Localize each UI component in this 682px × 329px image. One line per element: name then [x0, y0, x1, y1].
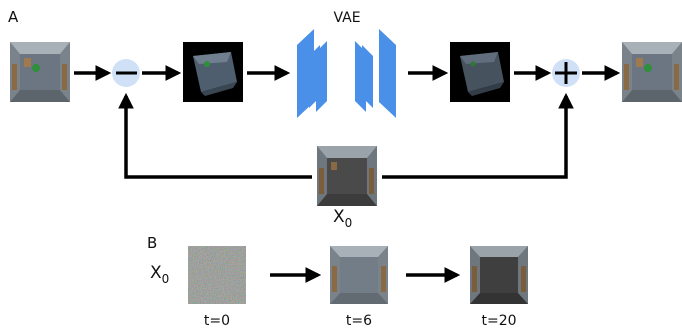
step-label-t6: t=6 — [346, 313, 372, 329]
delta-image-input — [183, 42, 243, 102]
input-room-image — [10, 42, 70, 102]
subtract-operator — [112, 59, 140, 87]
panel-b-label: B — [147, 234, 157, 252]
vae-encoder — [297, 29, 327, 118]
step-label-t0: t=0 — [204, 313, 230, 329]
arrow-reference-to-add — [382, 92, 574, 179]
vae-decoder — [355, 29, 396, 118]
step-image-noise — [188, 246, 246, 304]
delta-image-reconstructed — [450, 42, 510, 102]
panel-a-arrows — [74, 65, 621, 179]
step-image-t6 — [330, 246, 388, 304]
step-image-t20 — [470, 246, 528, 304]
add-operator — [552, 59, 580, 87]
arrow-reference-to-subtract — [118, 92, 312, 179]
reference-room-image — [317, 146, 377, 206]
panel-a-label: A — [8, 8, 19, 26]
panel-b-x0-label: X0 — [150, 263, 169, 286]
step-label-t20: t=20 — [481, 313, 516, 329]
output-room-image — [622, 42, 682, 102]
reference-x0-label: X0 — [333, 207, 352, 230]
vae-label: VAE — [333, 10, 360, 26]
